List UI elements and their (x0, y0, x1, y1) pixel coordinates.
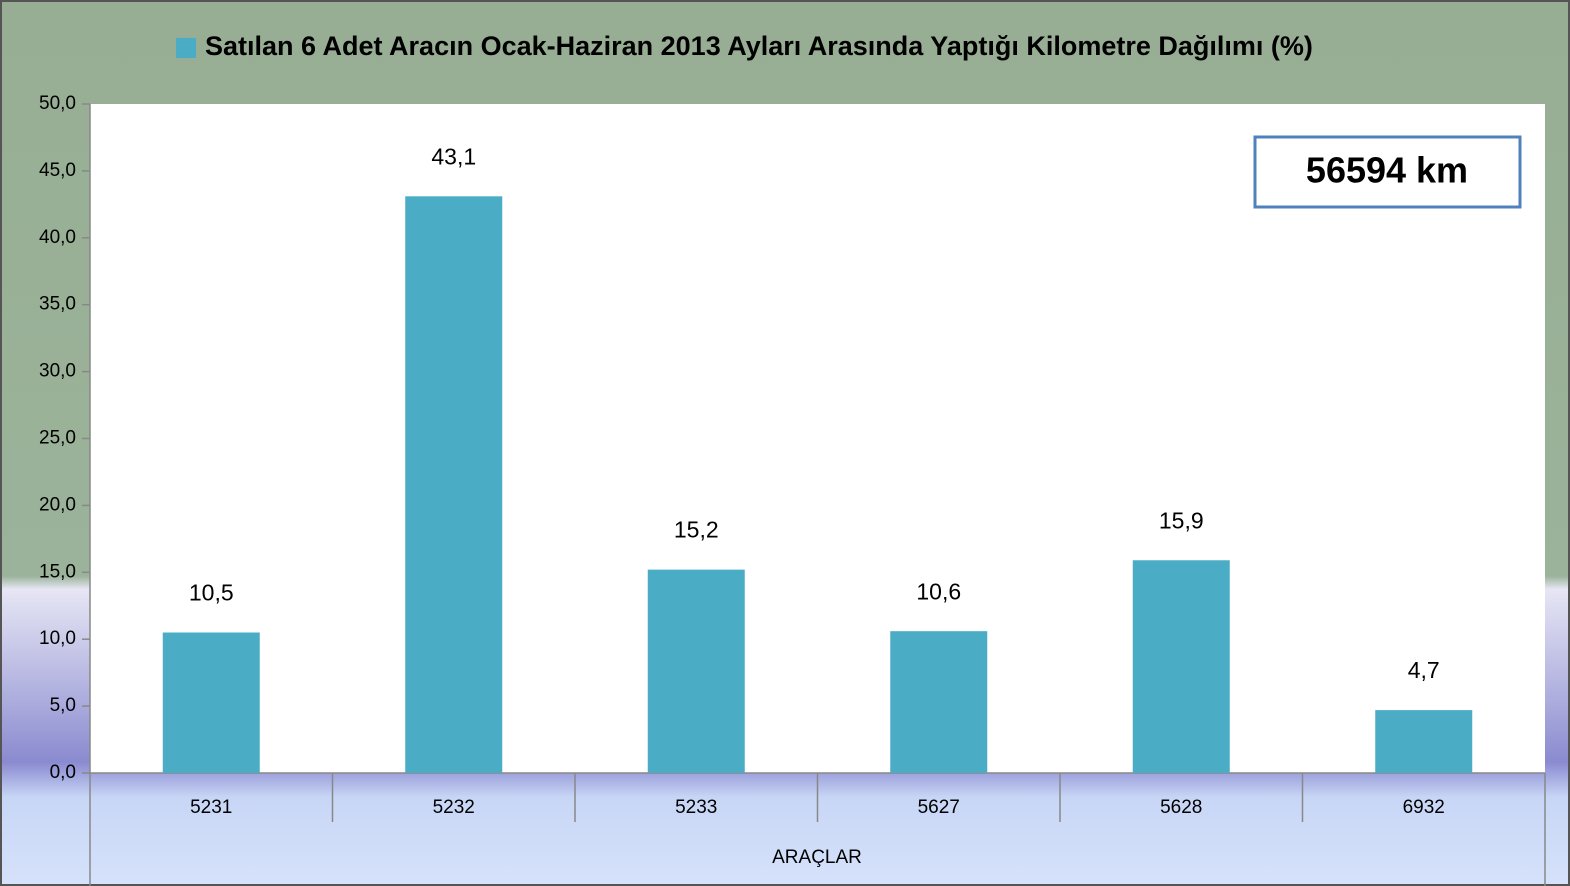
y-tick-label: 20,0 (39, 494, 76, 515)
bar (1375, 710, 1473, 773)
legend-marker (176, 38, 196, 58)
y-tick-label: 10,0 (39, 628, 76, 649)
legend-label: Satılan 6 Adet Aracın Ocak-Haziran 2013 … (205, 31, 1313, 61)
y-tick-label: 35,0 (39, 294, 76, 315)
bar (405, 196, 503, 773)
annotation-box (1253, 135, 1522, 209)
data-label: 10,5 (189, 580, 234, 606)
bar (647, 569, 745, 773)
bar (162, 632, 260, 773)
y-tick-label: 40,0 (39, 227, 76, 248)
data-label: 43,1 (431, 143, 476, 169)
x-tick-label: 5233 (675, 797, 717, 818)
y-tick-label: 30,0 (39, 361, 76, 382)
data-label: 15,2 (674, 517, 719, 543)
data-label: 15,9 (1159, 507, 1204, 533)
y-tick-label: 0,0 (50, 762, 76, 783)
plot-area (90, 104, 1545, 773)
x-tick-label: 5231 (190, 797, 232, 818)
y-tick-label: 25,0 (39, 428, 76, 449)
x-tick-label: 5232 (433, 797, 475, 818)
y-tick-label: 45,0 (39, 160, 76, 181)
bar (1132, 560, 1230, 773)
x-axis-title: ARAÇLAR (772, 847, 862, 868)
x-tick-label: 6932 (1403, 797, 1445, 818)
bar (890, 631, 988, 773)
x-tick-label: 5628 (1160, 797, 1202, 818)
y-tick-label: 50,0 (39, 93, 76, 114)
y-tick-label: 5,0 (50, 695, 76, 716)
data-label: 10,6 (916, 578, 961, 604)
annotation: 56594 km (1306, 150, 1468, 191)
x-tick-label: 5627 (918, 797, 960, 818)
y-tick-label: 15,0 (39, 561, 76, 582)
data-label: 4,7 (1408, 657, 1440, 683)
